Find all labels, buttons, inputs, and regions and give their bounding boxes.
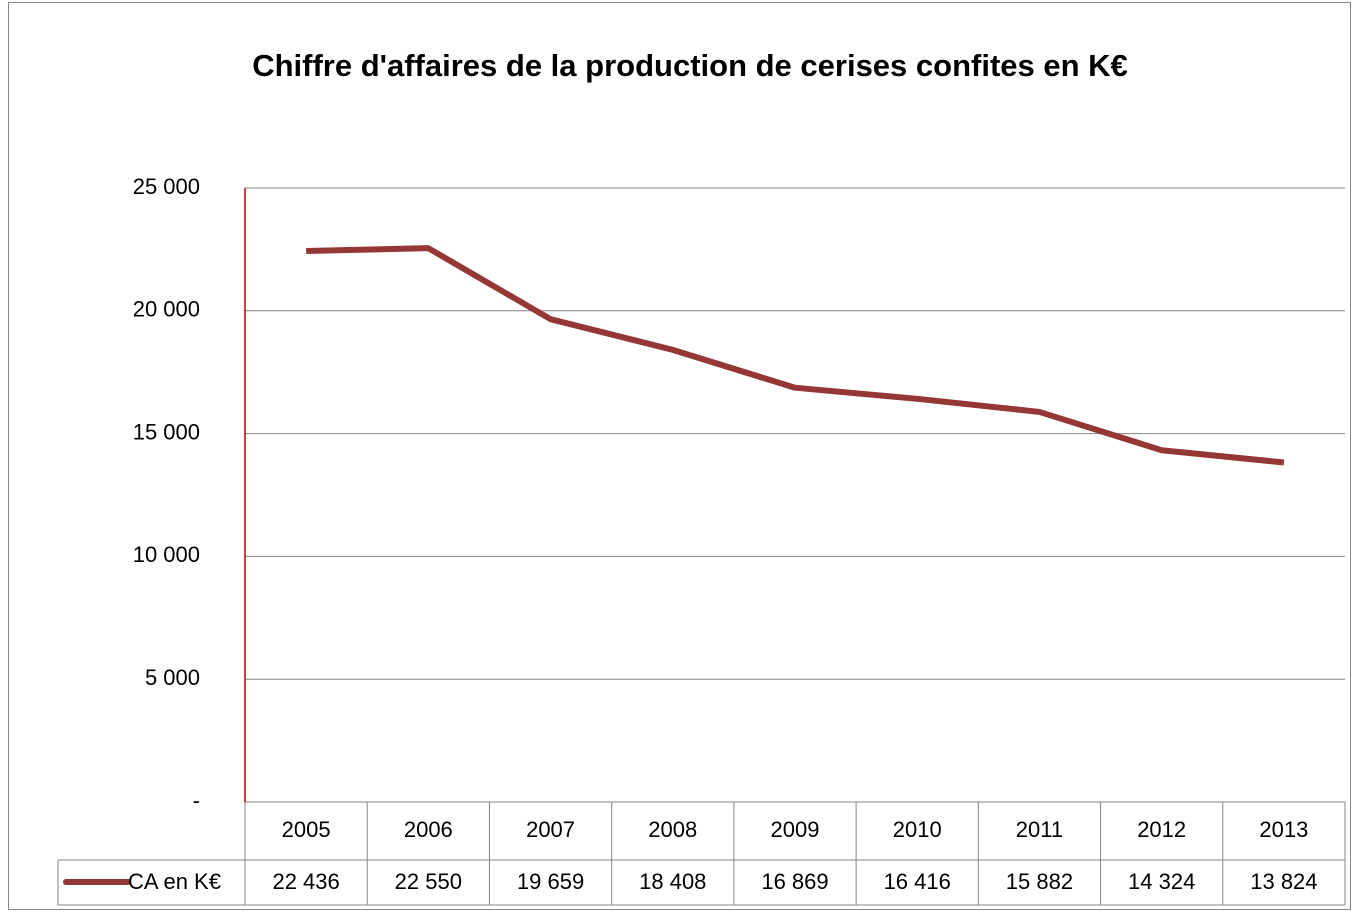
series-line <box>306 245 1285 466</box>
x-tick-label: 2009 <box>771 817 820 842</box>
x-tick-label: 2012 <box>1137 817 1186 842</box>
table-value: 16 416 <box>884 869 951 894</box>
x-tick-label: 2007 <box>526 817 575 842</box>
table-value: 14 324 <box>1128 869 1195 894</box>
table-value: 19 659 <box>517 869 584 894</box>
legend-label: CA en K€ <box>128 869 221 894</box>
x-tick-label: 2008 <box>648 817 697 842</box>
table-value: 22 436 <box>272 869 339 894</box>
y-tick-label: 20 000 <box>133 297 200 322</box>
table-value: 18 408 <box>639 869 706 894</box>
y-tick-label: 25 000 <box>133 174 200 199</box>
y-tick-label: 15 000 <box>133 419 200 444</box>
x-tick-label: 2006 <box>404 817 453 842</box>
y-tick-label: - <box>193 788 200 813</box>
x-tick-label: 2011 <box>1016 817 1063 842</box>
x-tick-label: 2010 <box>893 817 942 842</box>
x-tick-label: 2013 <box>1259 817 1308 842</box>
chart-title: Chiffre d'affaires de la production de c… <box>252 48 1128 83</box>
chart-border <box>8 2 1351 910</box>
y-tick-label: 10 000 <box>133 542 200 567</box>
table-value: 16 869 <box>761 869 828 894</box>
x-tick-label: 2005 <box>282 817 331 842</box>
table-value: 13 824 <box>1250 869 1317 894</box>
y-tick-label: 5 000 <box>145 665 200 690</box>
table-value: 22 550 <box>395 869 462 894</box>
table-value: 15 882 <box>1006 869 1073 894</box>
